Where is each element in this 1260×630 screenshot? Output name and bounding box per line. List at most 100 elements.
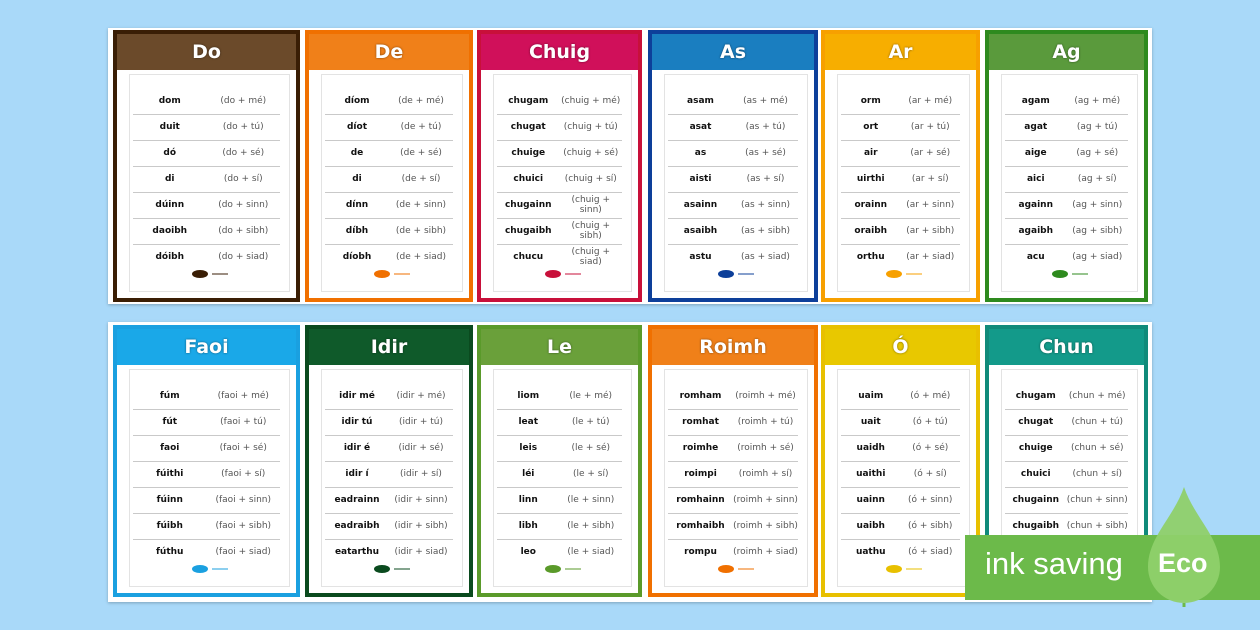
pronoun-form: agam (1021, 96, 1050, 106)
pronoun-form: duit (159, 122, 180, 132)
card-faoi: Faoi fúm (faoi + mé) fút (faoi + tú) faoi (fao… (113, 325, 300, 597)
pronoun-form: fúibh (156, 521, 183, 531)
pronoun-form: fúithi (156, 469, 184, 479)
pronoun-derivation: (faoi + tú) (220, 417, 267, 427)
pronoun-form: chuici (1020, 469, 1051, 479)
pronoun-derivation: (chuig + tú) (563, 122, 618, 132)
card-title: De (309, 34, 469, 70)
brand-logo-icon (191, 565, 208, 573)
pronoun-form: chuige (1018, 443, 1053, 453)
pronoun-row: fút (faoi + tú) (133, 409, 280, 436)
pronoun-derivation: (do + sinn) (218, 200, 269, 210)
card-title: As (652, 34, 814, 70)
pronoun-row: idir í (idir + sí) (325, 461, 453, 488)
pronoun-row: asam (as + mé) (668, 88, 798, 115)
pronoun-form: ort (863, 122, 879, 132)
pronoun-form: díbh (345, 226, 369, 236)
pronoun-form: dínn (345, 200, 369, 210)
card-body: asam (as + mé) asat (as + tú) as (as + sé) ais… (664, 74, 808, 292)
pronoun-derivation: (ó + sibh) (908, 521, 953, 531)
pronoun-form: díot (346, 122, 367, 132)
pronoun-derivation: (do + sí) (223, 174, 263, 184)
pronoun-form: agat (1024, 122, 1048, 132)
pronoun-row: air (ar + sé) (841, 140, 960, 167)
pronoun-derivation: (chun + sí) (1072, 469, 1123, 479)
card-title: Chun (989, 329, 1144, 365)
card-de: De díom (de + mé) díot (de + tú) de (de + sé) d… (305, 30, 473, 302)
pronoun-row: leat (le + tú) (497, 409, 622, 436)
pronoun-derivation: (le + sinn) (567, 495, 615, 505)
pronoun-row: astu (as + siad) (668, 244, 798, 270)
card-as: As asam (as + mé) asat (as + tú) as (as + sé) a… (648, 30, 818, 302)
pronoun-row: agam (ag + mé) (1005, 88, 1128, 115)
pronoun-derivation: (ag + sí) (1077, 174, 1117, 184)
pronoun-row: as (as + sé) (668, 140, 798, 167)
pronoun-row: ort (ar + tú) (841, 114, 960, 141)
pronoun-derivation: (ó + tú) (912, 417, 948, 427)
pronoun-row: chugainn (chuig + sinn) (497, 192, 622, 219)
pronoun-row: romhat (roimh + tú) (668, 409, 798, 436)
pronoun-derivation: (idir + mé) (396, 391, 446, 401)
pronoun-row: orm (ar + mé) (841, 88, 960, 115)
pronoun-derivation: (roimh + tú) (737, 417, 794, 427)
pronoun-derivation: (ó + sinn) (908, 495, 953, 505)
card-body: dom (do + mé) duit (do + tú) dó (do + sé) di (d… (129, 74, 290, 292)
pronoun-row: chugainn (chun + sinn) (1005, 487, 1128, 514)
pronoun-row: uainn (ó + sinn) (841, 487, 960, 514)
pronoun-form: orm (860, 96, 881, 106)
pronoun-form: díobh (342, 252, 372, 262)
pronoun-derivation: (as + sé) (745, 148, 786, 158)
card-body: orm (ar + mé) ort (ar + tú) air (ar + sé) uirt… (837, 74, 970, 292)
card-body: uaim (ó + mé) uait (ó + tú) uaidh (ó + sé) uai… (837, 369, 970, 587)
pronoun-derivation: (chuig + sé) (563, 148, 619, 158)
pronoun-derivation: (faoi + mé) (217, 391, 269, 401)
pronoun-row: fúm (faoi + mé) (133, 383, 280, 410)
pronoun-derivation: (ag + siad) (1072, 252, 1123, 262)
card-title: Ag (989, 34, 1144, 70)
pronoun-form: uirthi (856, 174, 885, 184)
pronoun-derivation: (chuig + mé) (561, 96, 621, 106)
pronoun-derivation: (roimh + sibh) (733, 521, 798, 531)
pronoun-derivation: (ag + sé) (1076, 148, 1119, 158)
pronoun-form: eadrainn (334, 495, 380, 505)
pronoun-form: air (863, 148, 878, 158)
pronoun-row: linn (le + sinn) (497, 487, 622, 514)
pronoun-form: dúinn (155, 200, 185, 210)
pronoun-row: chugam (chuig + mé) (497, 88, 622, 115)
brand-logo-icon (885, 270, 902, 278)
pronoun-row: chugat (chun + tú) (1005, 409, 1128, 436)
pronoun-form: acu (1026, 252, 1045, 262)
brand-logo-icon (885, 565, 902, 573)
pronoun-row: fúthu (faoi + siad) (133, 539, 280, 565)
pronoun-row: chugaibh (chun + sibh) (1005, 513, 1128, 539)
pronoun-form: asat (689, 122, 712, 132)
pronoun-form: agaibh (1018, 226, 1054, 236)
pronoun-form: uainn (856, 495, 885, 505)
pronoun-form: fút (162, 417, 178, 427)
pronoun-form: orthu (856, 252, 885, 262)
pronoun-row: dó (do + sé) (133, 140, 280, 167)
pronoun-form: againn (1018, 200, 1054, 210)
pronoun-row: de (de + sé) (325, 140, 453, 167)
pronoun-derivation: (le + tú) (571, 417, 610, 427)
pronoun-form: roimpi (684, 469, 717, 479)
card-chuig: Chuig chugam (chuig + mé) chugat (chuig + tú… (477, 30, 642, 302)
pronoun-row: leo (le + siad) (497, 539, 622, 565)
pronoun-derivation: (de + sinn) (395, 200, 447, 210)
pronoun-row: romhainn (roimh + sinn) (668, 487, 798, 514)
pronoun-row: chuige (chun + sé) (1005, 435, 1128, 462)
pronoun-row: acu (ag + siad) (1005, 244, 1128, 270)
pronoun-derivation: (chun + sibh) (1066, 521, 1128, 531)
pronoun-row: uathu (ó + siad) (841, 539, 960, 565)
brand-logo-icon (1051, 270, 1068, 278)
pronoun-derivation: (chun + tú) (1071, 417, 1124, 427)
pronoun-row: uaithi (ó + sí) (841, 461, 960, 488)
card-title: Le (481, 329, 638, 365)
pronoun-form: eatarthu (334, 547, 380, 557)
card-body: liom (le + mé) leat (le + tú) leis (le + sé) l… (493, 369, 632, 587)
pronoun-form: dom (158, 96, 181, 106)
pronoun-row: di (do + sí) (133, 166, 280, 193)
pronoun-form: liom (517, 391, 540, 401)
card-title: Roimh (652, 329, 814, 365)
